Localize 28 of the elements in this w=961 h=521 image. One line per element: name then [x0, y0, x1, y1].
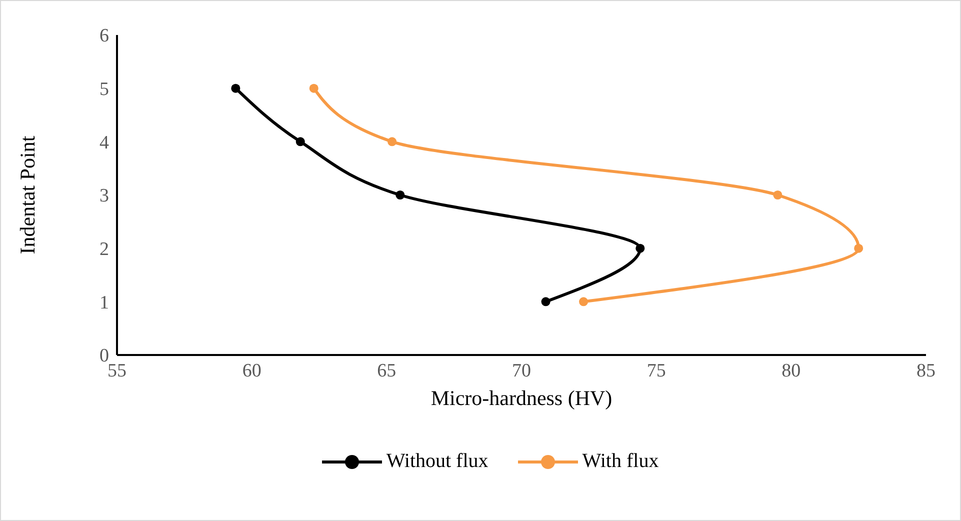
x-tick-label: 65 [377, 360, 396, 382]
y-tick-label: 1 [100, 292, 109, 314]
y-tick-label: 3 [100, 186, 109, 207]
point [388, 137, 397, 146]
point [396, 190, 405, 200]
point [773, 190, 782, 200]
y-tick-label: 6 [100, 26, 109, 47]
x-tick-label: 75 [646, 360, 666, 382]
y-tick-label: 5 [100, 79, 109, 100]
x-tick-label: 55 [108, 360, 126, 382]
point [854, 244, 864, 253]
x-tick-label: 60 [242, 360, 262, 382]
point [231, 84, 240, 93]
x-tick-label: 70 [512, 360, 531, 382]
point [296, 137, 305, 146]
point [636, 244, 645, 253]
y-tick-label: 0 [100, 346, 109, 367]
point [309, 84, 318, 93]
y-tick-label: 2 [100, 239, 109, 260]
point [579, 297, 588, 306]
x-tick-label: 85 [916, 360, 936, 382]
point [541, 297, 550, 306]
y-axis-title: Indentat Point [15, 136, 40, 254]
x-tick-label: 80 [782, 360, 801, 382]
legend-label: With flux [581, 450, 659, 473]
x-axis-title: Micro-hardness (HV) [430, 386, 612, 410]
legend-label: Without flux [385, 450, 488, 473]
y-tick-label: 4 [100, 132, 110, 154]
